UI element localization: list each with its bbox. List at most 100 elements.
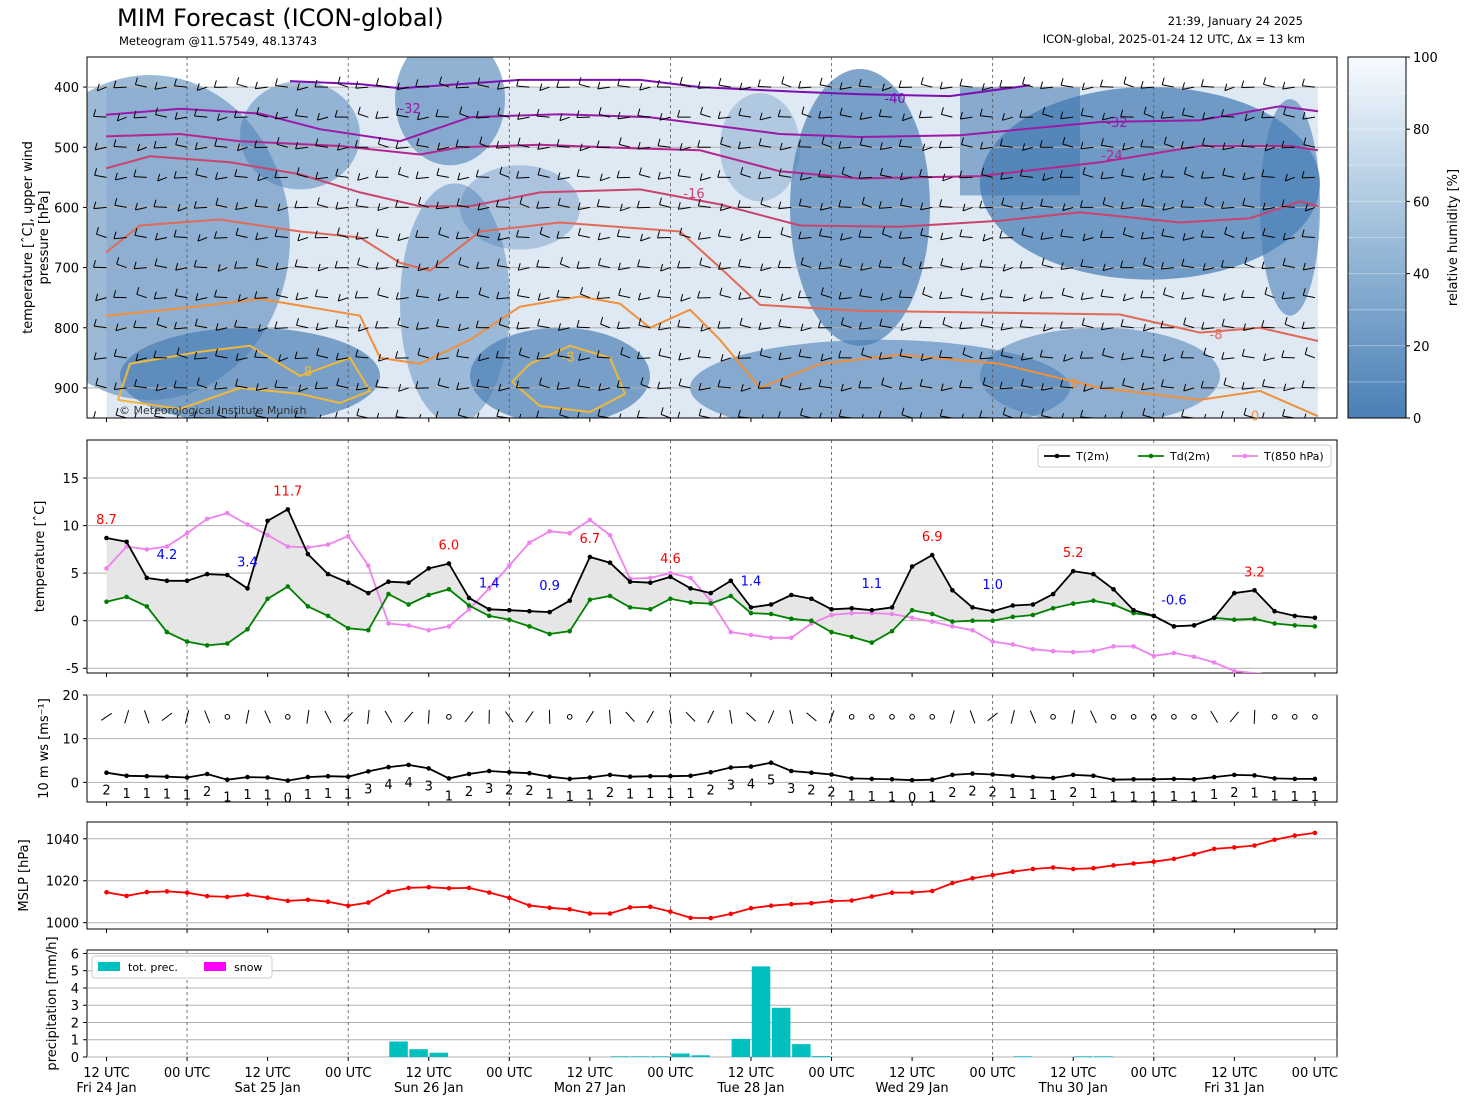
date-label: Tue 28 Jan xyxy=(716,1081,784,1096)
wind-barb xyxy=(959,111,963,120)
wind-barb xyxy=(780,227,784,235)
wind-barb xyxy=(1122,384,1134,389)
wind-barb xyxy=(417,267,429,272)
wind-barb xyxy=(197,237,208,242)
wind-barb xyxy=(1121,352,1124,360)
wind-barb xyxy=(882,226,885,235)
wind-barb xyxy=(295,108,298,116)
wind-barb xyxy=(195,167,199,175)
wind-barb xyxy=(1183,317,1187,325)
calm-wind-marker xyxy=(566,714,573,720)
wind-barb xyxy=(1000,172,1004,180)
wind-barb xyxy=(980,292,984,301)
td2m-point xyxy=(909,607,915,613)
wind-barb xyxy=(537,142,541,150)
wind-barb xyxy=(758,288,762,297)
min-temp-label: 1.4 xyxy=(479,576,500,591)
wind-barb xyxy=(818,110,822,119)
wind-barb xyxy=(1062,206,1074,211)
wind-barb xyxy=(1202,137,1205,146)
wind-barb xyxy=(437,377,441,386)
wind-barb xyxy=(256,264,268,269)
wind-barb xyxy=(1061,413,1064,418)
wind-barb xyxy=(336,227,340,235)
wind-barb xyxy=(175,295,188,299)
wind-barb xyxy=(134,234,147,238)
wind-ylabel: 10 m ws [ms⁻¹] xyxy=(37,698,52,799)
wind-barb xyxy=(295,115,308,118)
legend-label: snow xyxy=(234,961,262,974)
wind-barb xyxy=(497,265,510,269)
mslp-ylabel: MSLP [hPa] xyxy=(17,839,32,911)
wind-speed-label: 5 xyxy=(767,774,775,789)
wind-barb xyxy=(458,327,470,332)
wind-barb xyxy=(1163,353,1166,362)
td2m-point xyxy=(1111,602,1116,607)
wind-barb xyxy=(901,414,913,418)
wind-barb xyxy=(767,710,775,724)
t850-point xyxy=(587,517,593,523)
wind-speed-point xyxy=(587,775,593,780)
wind-barb xyxy=(536,206,550,209)
wind-barb xyxy=(596,291,600,299)
wind-barb xyxy=(959,380,963,388)
t850-point xyxy=(265,532,270,538)
t850-point xyxy=(1232,668,1237,674)
wind-barb xyxy=(1161,77,1165,85)
mslp-point xyxy=(587,911,593,916)
wind-barb xyxy=(235,202,239,210)
wind-barb xyxy=(417,116,429,121)
wind-barb xyxy=(1082,173,1094,178)
wind-speed-point xyxy=(829,772,834,777)
wind-barb xyxy=(598,387,611,391)
wind-barb xyxy=(234,319,238,328)
wind-speed-label: 1 xyxy=(243,788,251,803)
wind-barb xyxy=(920,77,924,85)
wind-barb xyxy=(940,258,944,266)
wind-barb xyxy=(418,203,429,208)
wind-barb xyxy=(254,81,258,89)
wind-barb xyxy=(378,143,389,148)
wind-barb xyxy=(959,321,963,329)
wind-speed-point xyxy=(607,772,613,778)
wind-barb xyxy=(919,169,922,177)
wind-speed-point xyxy=(809,770,814,775)
wind-barb xyxy=(213,80,217,88)
wind-barb xyxy=(1021,385,1034,389)
wind-barb xyxy=(477,77,481,85)
wind-barb xyxy=(617,327,631,330)
wind-barb xyxy=(136,287,140,295)
wind-barb xyxy=(355,349,359,357)
t2m-point xyxy=(869,607,875,613)
wind-barb xyxy=(979,200,983,209)
wind-barb xyxy=(616,321,620,329)
wind-speed-label: 1 xyxy=(646,787,654,802)
wind-barb xyxy=(939,81,943,90)
wind-barb xyxy=(660,267,671,272)
wind-barb xyxy=(1264,146,1275,152)
wind-barb xyxy=(254,297,268,299)
wind-barb xyxy=(475,320,479,328)
wind-barb xyxy=(539,377,542,385)
wind-barb xyxy=(376,235,389,238)
wind-barb xyxy=(116,257,120,265)
wind-barb xyxy=(455,80,459,89)
t2m-point xyxy=(1010,603,1016,608)
wind-barb xyxy=(1142,176,1154,181)
wind-barb xyxy=(1261,320,1265,328)
wind-barb xyxy=(436,318,439,327)
wind-barb xyxy=(298,384,302,392)
wind-barb xyxy=(558,323,561,331)
time-axis: 12 UTC 00 UTC 12 UTC 00 UTC 12 UTC 00 UTC 12 U… xyxy=(76,1066,1338,1096)
wind-barb xyxy=(938,140,942,148)
wind-speed-point xyxy=(970,771,975,776)
wind-barb xyxy=(537,318,541,326)
wind-barb xyxy=(94,146,107,151)
wind-barb xyxy=(579,146,591,152)
wind-barb xyxy=(256,387,268,391)
wind-barb xyxy=(720,357,732,362)
wind-barb xyxy=(639,86,651,91)
wind-barb xyxy=(215,348,218,356)
wind-barb xyxy=(979,259,983,267)
